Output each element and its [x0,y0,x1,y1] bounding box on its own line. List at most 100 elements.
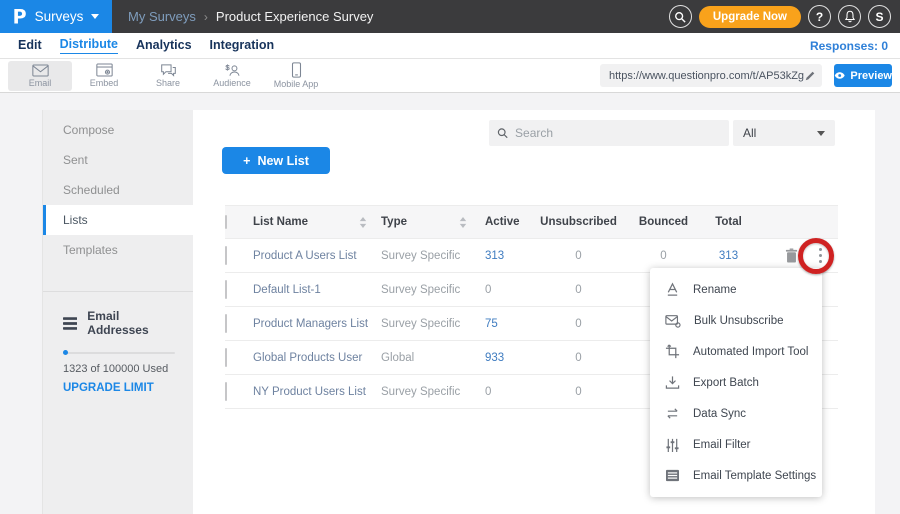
upgrade-now-button[interactable]: Upgrade Now [699,6,801,28]
survey-url-text: https://www.questionpro.com/t/AP53kZgfo [609,70,804,82]
menu-item-rename[interactable]: Rename [650,274,822,305]
menu-item-email-filter[interactable]: Email Filter [650,429,822,460]
column-header-list-name[interactable]: List Name [253,216,381,228]
progress-indicator [63,350,68,355]
mobile-app-icon [291,62,302,78]
search-icon [497,127,508,139]
tab-integration[interactable]: Integration [210,38,275,54]
list-name-link[interactable]: Default List-1 [253,284,381,296]
menu-item-automated-import[interactable]: Automated Import Tool [650,336,822,367]
menu-item-bulk-unsubscribe[interactable]: Bulk Unsubscribe [650,305,822,336]
list-filter-dropdown[interactable]: All [733,120,835,146]
toolbar-item-share[interactable]: Share [136,61,200,91]
sidebar-item-templates[interactable]: Templates [43,235,193,265]
preview-button[interactable]: Preview [834,64,892,87]
search-input[interactable] [515,126,721,140]
tab-distribute[interactable]: Distribute [60,37,118,54]
row-checkbox[interactable] [225,246,227,265]
sort-icon[interactable] [459,217,467,228]
list-search[interactable] [489,120,729,146]
total-count[interactable]: 313 [701,250,756,262]
menu-item-email-template-settings[interactable]: Email Template Settings [650,460,822,491]
avatar[interactable]: S [868,5,891,28]
svg-text:$: $ [225,63,229,72]
tab-edit[interactable]: Edit [18,38,42,54]
help-button[interactable]: ? [808,5,831,28]
menu-item-data-sync[interactable]: Data Sync [650,398,822,429]
notifications-button[interactable] [838,5,861,28]
eye-icon [834,71,845,80]
active-count[interactable]: 313 [481,250,531,262]
row-menu-button[interactable] [812,245,828,267]
email-filter-icon [665,438,680,452]
top-bar: P Surveys My Surveys › Product Experienc… [0,0,900,33]
list-type: Global [381,352,481,364]
export-batch-icon [665,375,680,390]
toolbar-item-embed[interactable]: Embed [72,61,136,91]
distribute-toolbar: Email Embed Share $ Audience Mobile App … [0,59,900,93]
list-name-link[interactable]: Product Managers List [253,318,381,330]
unsubscribed-count: 0 [531,386,626,398]
toolbar-item-label: Mobile App [274,79,319,89]
new-list-button[interactable]: + New List [222,147,330,174]
filter-selected-value: All [743,126,756,140]
rename-icon [665,282,680,297]
sidebar-item-lists[interactable]: Lists [43,205,193,235]
breadcrumb-parent[interactable]: My Surveys [128,9,196,24]
list-name-link[interactable]: Product A Users List [253,250,381,262]
unsubscribed-count: 0 [531,318,626,330]
new-list-button-label: New List [257,154,308,168]
menu-item-export-batch[interactable]: Export Batch [650,367,822,398]
email-template-settings-icon [665,469,680,482]
automated-import-icon [665,344,680,359]
app-root: P Surveys My Surveys › Product Experienc… [0,0,900,514]
lists-panel: All + New List List Name Type Active Uns… [193,110,875,514]
row-actions [756,245,838,267]
email-addresses-icon [63,317,77,330]
email-icon [32,64,49,77]
product-switcher[interactable]: P Surveys [0,0,112,33]
sidebar-item-scheduled[interactable]: Scheduled [43,175,193,205]
row-checkbox[interactable] [225,280,227,299]
active-count[interactable]: 933 [481,352,531,364]
column-header-unsubscribed: Unsubscribed [531,216,626,228]
audience-icon: $ [223,63,241,77]
list-name-link[interactable]: NY Product Users List [253,386,381,398]
chevron-down-icon [91,14,99,19]
sort-icon[interactable] [359,217,367,228]
list-type: Survey Specific [381,250,481,262]
bulk-unsubscribe-icon [665,314,681,328]
toolbar-item-label: Audience [213,78,251,88]
breadcrumb-separator-icon: › [204,10,208,24]
unsubscribed-count: 0 [531,352,626,364]
tab-analytics[interactable]: Analytics [136,38,192,54]
toolbar-item-mobile-app[interactable]: Mobile App [264,61,328,91]
sidebar-item-sent[interactable]: Sent [43,145,193,175]
upgrade-limit-link[interactable]: UPGRADE LIMIT [63,382,179,394]
select-all-checkbox[interactable] [225,215,227,229]
plus-icon: + [243,154,250,168]
bounced-count: 0 [626,250,701,262]
column-header-total: Total [701,216,756,228]
row-checkbox[interactable] [225,382,227,401]
row-checkbox[interactable] [225,348,227,367]
responses-count[interactable]: Responses: 0 [810,39,888,53]
toolbar-item-audience[interactable]: $ Audience [200,61,264,91]
survey-nav-tabs: Edit Distribute Analytics Integration Re… [0,33,900,59]
list-name-link[interactable]: Global Products User [253,352,381,364]
sidebar-item-compose[interactable]: Compose [43,115,193,145]
column-header-active: Active [481,216,531,228]
active-count: 0 [481,284,531,296]
delete-list-button[interactable] [785,248,798,263]
search-button[interactable] [669,5,692,28]
survey-url-field[interactable]: https://www.questionpro.com/t/AP53kZgfo [600,64,822,87]
active-count[interactable]: 75 [481,318,531,330]
column-header-bounced: Bounced [626,216,701,228]
questionpro-logo-icon: P [13,5,27,28]
column-header-type[interactable]: Type [381,216,481,228]
search-icon [674,11,686,23]
row-checkbox[interactable] [225,314,227,333]
edit-url-button[interactable] [804,70,816,82]
toolbar-item-label: Share [156,78,180,88]
toolbar-item-email[interactable]: Email [8,61,72,91]
